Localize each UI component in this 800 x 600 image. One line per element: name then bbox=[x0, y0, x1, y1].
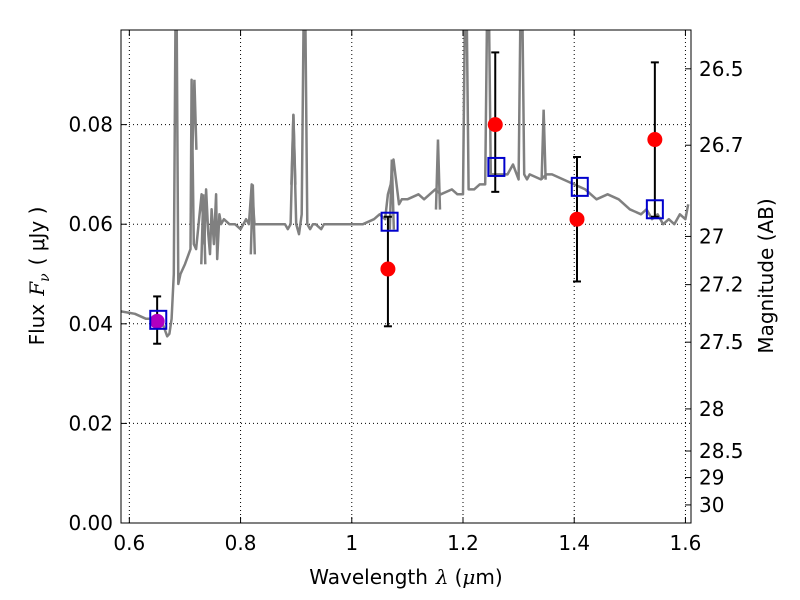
data-marks bbox=[149, 51, 664, 345]
y2-tick-label: 27.2 bbox=[699, 273, 744, 297]
y2-tick-label: 28 bbox=[699, 397, 724, 421]
y2-tick-label: 30 bbox=[699, 493, 724, 517]
y-axis-label-text: Flux bbox=[25, 304, 49, 346]
x-tick-label: 1.2 bbox=[447, 531, 479, 555]
y2-axis-label: Magnitude (AB) bbox=[754, 198, 778, 353]
axis-ticks: 0.6 0.8 1 1.2 1.4 1.6 0.00 0.02 0.04 0.06 0.08 26.5… bbox=[68, 30, 744, 555]
synthetic-square bbox=[487, 156, 506, 177]
x-tick-label: 1.6 bbox=[670, 531, 702, 555]
x-tick-label: 1.4 bbox=[558, 531, 590, 555]
x-axis-symbol: λ bbox=[435, 565, 449, 589]
synthetic-square bbox=[645, 199, 664, 220]
x-tick-label: 1 bbox=[345, 531, 358, 555]
x-tick-label: 0.8 bbox=[225, 531, 257, 555]
emission-line bbox=[290, 114, 297, 185]
x-axis-unit-open: ( bbox=[455, 565, 463, 589]
observed-point bbox=[380, 261, 396, 277]
x-axis-unit-mu: μ bbox=[462, 565, 475, 589]
x-axis-unit-rest: m) bbox=[475, 565, 502, 589]
synthetic-square bbox=[570, 176, 589, 197]
plot-area bbox=[121, 30, 691, 523]
y-tick-label: 0.02 bbox=[68, 411, 113, 435]
emission-line bbox=[200, 194, 207, 265]
y2-tick-label: 26.7 bbox=[699, 133, 744, 157]
y-tick-label: 0.00 bbox=[68, 511, 113, 535]
y2-tick-label: 26.5 bbox=[699, 57, 744, 81]
emission-line bbox=[388, 159, 396, 230]
x-axis-label: Wavelength λ (μm) bbox=[309, 565, 502, 589]
synthetic-square bbox=[149, 309, 168, 330]
y-axis-subscript: ν bbox=[37, 273, 53, 282]
observed-point bbox=[487, 117, 503, 133]
observed-point bbox=[569, 211, 585, 227]
synthetic-square bbox=[380, 211, 399, 232]
y-axis-symbol: F bbox=[25, 281, 49, 297]
emission-line bbox=[434, 139, 442, 210]
y2-tick-label: 28.5 bbox=[699, 439, 744, 463]
y-tick-label: 0.08 bbox=[68, 113, 113, 137]
emission-line bbox=[540, 109, 547, 180]
y2-tick-label: 29 bbox=[699, 466, 724, 490]
x-tick-label: 0.6 bbox=[113, 531, 145, 555]
y2-tick-label: 27 bbox=[699, 224, 724, 248]
y-axis-unit: ( μJy ) bbox=[25, 207, 49, 266]
observed-point bbox=[149, 313, 165, 329]
emission-line bbox=[191, 79, 198, 150]
y-tick-label: 0.04 bbox=[68, 312, 113, 336]
plot-frame bbox=[120, 29, 692, 524]
y-axis-label: Flux Fν ( μJy ) bbox=[25, 207, 53, 346]
y-tick-label: 0.06 bbox=[68, 212, 113, 236]
observed-point bbox=[647, 132, 663, 148]
emission-line bbox=[249, 184, 257, 255]
x-axis-label-text: Wavelength bbox=[309, 565, 428, 589]
plot-content bbox=[121, 30, 690, 338]
y2-tick-label: 27.5 bbox=[699, 330, 744, 354]
emission-lines bbox=[191, 79, 547, 265]
